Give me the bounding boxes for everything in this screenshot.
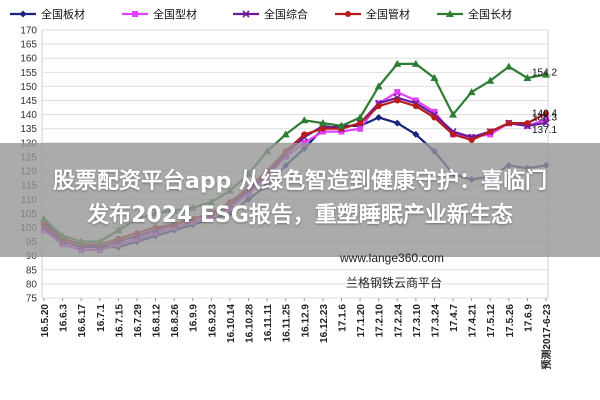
point-marker xyxy=(357,125,364,132)
x-tick-label: 17.3.24 xyxy=(430,304,441,338)
legend-label: 全国长材 xyxy=(468,7,512,21)
point-marker xyxy=(449,110,458,118)
y-tick-label: 140 xyxy=(20,110,37,121)
x-tick-label: 16.8.26 xyxy=(170,304,181,338)
point-marker xyxy=(504,62,513,70)
x-tick-label: 16.6.3 xyxy=(59,304,70,332)
y-tick-label: 75 xyxy=(26,294,38,305)
x-tick-label: 16.9.9 xyxy=(189,304,200,332)
x-tick-label: 17.5.26 xyxy=(505,304,516,338)
x-tick-label: 16.7.29 xyxy=(133,304,144,338)
x-tick-label: 16.12.9 xyxy=(300,304,311,338)
point-marker xyxy=(543,110,549,117)
x-tick-label: 16.8.12 xyxy=(152,304,163,338)
x-tick-label: 17.6.9 xyxy=(523,304,534,332)
point-marker xyxy=(301,131,308,138)
x-tick-label: 16.9.23 xyxy=(207,304,218,338)
point-marker xyxy=(375,103,382,110)
point-marker xyxy=(356,113,365,121)
x-tick-label: 16.11.25 xyxy=(282,304,293,343)
x-tick-label: 17.4.7 xyxy=(449,304,460,332)
point-marker xyxy=(132,11,138,17)
point-marker xyxy=(393,59,402,67)
point-marker xyxy=(412,103,419,110)
point-marker xyxy=(375,113,383,121)
y-tick-label: 145 xyxy=(20,96,37,107)
watermark-url: www.lange360.com xyxy=(340,251,445,265)
y-tick-label: 170 xyxy=(20,26,37,37)
point-marker xyxy=(393,119,401,127)
x-tick-label: 17.1.6 xyxy=(337,304,348,332)
x-tick-label: 16.10.14 xyxy=(226,304,237,343)
point-marker xyxy=(543,116,549,123)
point-marker xyxy=(467,88,476,96)
x-tick-label: 16.7.15 xyxy=(114,304,125,338)
point-marker xyxy=(450,131,457,138)
chart-legend: 全国板材 全国型材 全国综合 全国管材 全国长材 xyxy=(10,7,512,21)
x-axis: 16.5.20 16.6.3 16.6.17 16.7.1 16.7.15 16.7.29… xyxy=(40,298,553,370)
point-marker xyxy=(524,120,531,127)
x-tick-label: 16.10.28 xyxy=(245,304,256,343)
point-marker xyxy=(412,130,420,138)
point-marker xyxy=(242,10,250,18)
legend-label: 全国管材 xyxy=(366,7,410,21)
point-marker xyxy=(345,11,351,17)
point-marker xyxy=(486,76,495,84)
point-marker xyxy=(505,120,512,127)
end-value-label: 138.3 xyxy=(532,112,557,123)
point-marker xyxy=(357,120,364,127)
point-marker xyxy=(542,119,550,127)
headline-line-1: 股票配资平台app 从绿色智造到健康守护：喜临门 xyxy=(52,169,547,194)
point-marker xyxy=(337,121,346,129)
point-marker xyxy=(300,116,309,124)
y-tick-label: 135 xyxy=(20,124,37,135)
end-value-label: 140.4 xyxy=(532,109,557,120)
x-tick-label: 17.1.20 xyxy=(356,304,367,338)
point-marker xyxy=(319,125,326,132)
x-tick-label: 17.3.10 xyxy=(412,304,423,338)
point-marker xyxy=(318,119,327,127)
y-tick-label: 80 xyxy=(26,279,38,290)
point-marker xyxy=(281,130,290,138)
x-tick-label: 预测2017-6-23 xyxy=(540,304,553,370)
x-tick-label: 17.2.10 xyxy=(375,304,386,338)
y-tick-label: 85 xyxy=(26,265,38,276)
point-marker xyxy=(411,59,420,67)
x-tick-label: 16.6.17 xyxy=(77,304,88,338)
x-tick-label: 17.5.12 xyxy=(486,304,497,338)
legend-label: 全国型材 xyxy=(153,7,197,21)
headline-overlay xyxy=(0,143,600,257)
headline-line-2: 发布2024 ESG报告，重塑睡眠产业新生态 xyxy=(87,203,513,228)
x-tick-label: 16.11.11 xyxy=(263,304,274,342)
watermark-name: 兰格钢铁云商平台 xyxy=(346,276,443,290)
point-marker xyxy=(468,137,475,144)
point-marker xyxy=(19,10,27,18)
point-marker xyxy=(301,139,308,146)
y-tick-label: 155 xyxy=(20,68,37,79)
point-marker xyxy=(374,82,383,90)
x-tick-label: 17.4.21 xyxy=(468,304,479,338)
legend-label: 全国综合 xyxy=(264,7,308,21)
point-marker xyxy=(412,97,419,104)
end-value-label: 137.1 xyxy=(532,125,557,136)
y-tick-label: 150 xyxy=(20,82,37,93)
point-marker xyxy=(394,89,401,96)
point-marker xyxy=(430,73,439,81)
x-tick-label: 16.7.1 xyxy=(96,304,107,332)
y-tick-label: 165 xyxy=(20,40,37,51)
point-marker xyxy=(431,114,438,121)
x-tick-label: 16.12.23 xyxy=(319,304,330,343)
y-tick-label: 160 xyxy=(20,54,37,65)
x-tick-label: 17.2.24 xyxy=(393,304,404,338)
point-marker xyxy=(487,128,494,135)
x-tick-label: 16.5.20 xyxy=(40,304,51,338)
legend-label: 全国板材 xyxy=(41,7,85,21)
point-marker xyxy=(394,97,401,104)
point-marker xyxy=(431,108,438,115)
end-value-label: 154.2 xyxy=(532,68,557,79)
point-marker xyxy=(523,73,532,81)
point-marker xyxy=(542,70,550,78)
point-marker xyxy=(446,10,454,17)
